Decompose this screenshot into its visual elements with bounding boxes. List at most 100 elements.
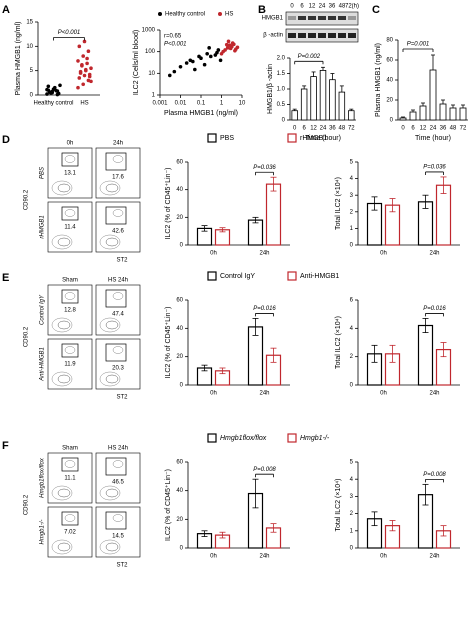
blot-band: [288, 33, 296, 38]
x-tick-label: 0: [401, 126, 405, 132]
point: [232, 42, 236, 47]
y-tick-label: 40: [386, 78, 393, 84]
legend-swatch: [207, 271, 217, 281]
flow-gate: [61, 206, 79, 221]
flow-plot: [47, 201, 93, 253]
point: [193, 67, 197, 72]
flow-gate: [105, 289, 127, 308]
panel-letter: A: [2, 4, 10, 16]
bar: [310, 76, 317, 121]
flow-gate: [105, 206, 127, 225]
bar: [417, 324, 434, 386]
flow-column: 24h: [113, 141, 123, 147]
flow-plot: [47, 452, 93, 504]
flow-cloud: [112, 155, 124, 163]
bar: [435, 184, 452, 246]
flow-gate-value: 17.6: [112, 175, 124, 181]
y-tick-label: 60: [386, 58, 393, 64]
bar: [338, 91, 346, 121]
x-tick-label: 6: [411, 126, 415, 132]
point: [167, 73, 172, 78]
flow-column: Sham: [62, 278, 78, 284]
flow-cloud: [105, 374, 119, 384]
legend-label: rHMGB1: [300, 135, 327, 142]
point: [228, 46, 233, 51]
x-tick-label: 0h: [210, 391, 217, 397]
flow-plot: [47, 338, 93, 390]
flow-cloud: [64, 209, 76, 217]
blot-band: [298, 16, 306, 20]
x-tick-label: 6: [302, 126, 306, 132]
p-value: P=0.016: [253, 306, 276, 312]
y-tick-label: 0: [350, 546, 354, 552]
y-axis-label: Total ILC2 (×10⁴): [335, 316, 342, 369]
y-tick-label: 20: [176, 215, 183, 221]
legend-swatch: [287, 133, 297, 143]
dot: [46, 84, 51, 89]
flow-gate: [61, 289, 79, 304]
flow-cloud: [105, 320, 119, 330]
flow-gate: [61, 457, 79, 472]
p-value: P=0.001: [407, 42, 430, 48]
blot-time: 6: [300, 4, 304, 10]
y-tick-label: 0: [282, 118, 286, 124]
legend-swatch: [207, 133, 217, 143]
y-axis-label: HMGB1/β -actin: [267, 64, 274, 114]
dot: [55, 92, 60, 97]
point: [215, 50, 219, 55]
y-axis-label: ILC2 (Cells/ml blood): [133, 30, 140, 95]
flow-y-axis: CD90.2: [24, 189, 30, 210]
bar: [409, 111, 417, 121]
flow-plot: [95, 201, 141, 253]
flow-cloud: [57, 542, 71, 552]
dot: [53, 85, 57, 90]
point: [216, 48, 221, 52]
flow-cloud: [99, 371, 121, 387]
flow-cloud: [51, 371, 73, 387]
blot-band: [328, 16, 336, 20]
flow-cloud: [99, 539, 121, 555]
x-tick-label: 24h: [259, 554, 269, 560]
x-tick-label: 0h: [380, 391, 387, 397]
y-tick-label: 40: [176, 326, 183, 332]
flow-column: HS 24h: [108, 278, 128, 284]
flow-cloud: [64, 514, 76, 522]
legend-label: Anti-HMGB1: [300, 273, 339, 280]
dot: [85, 61, 89, 66]
point: [233, 48, 237, 53]
flow-gate-value: 42.6: [112, 229, 124, 235]
dot: [81, 54, 85, 58]
point: [202, 62, 207, 67]
x-tick-label: 10: [239, 101, 246, 107]
blot-band: [338, 33, 346, 38]
flow-column: HS 24h: [108, 446, 128, 452]
y-axis-label: ILC2 (% of CD45⁺Lin⁻): [165, 168, 172, 240]
y-tick-label: 40: [176, 187, 183, 193]
y-tick-label: 1.0: [277, 87, 286, 93]
flow-cloud: [99, 180, 121, 196]
p-value: P=0.036: [253, 165, 276, 171]
flow-gate: [105, 343, 127, 362]
p-value: P=0.008: [253, 467, 276, 473]
dot: [86, 49, 91, 53]
x-tick-label: 12: [310, 126, 317, 132]
blot-time: 36: [329, 4, 336, 10]
y-tick-label: 2: [350, 209, 354, 215]
legend-swatch: [218, 12, 222, 16]
flow-cloud: [64, 292, 76, 300]
x-tick-label: 24h: [429, 554, 439, 560]
flow-plot: [95, 284, 141, 336]
y-tick-label: 2: [350, 511, 354, 517]
flow-row: PBS: [40, 167, 46, 179]
y-tick-label: 1000: [142, 28, 156, 34]
flow-gate: [61, 152, 79, 167]
dot: [50, 89, 54, 94]
x-tick-label: 36: [440, 126, 447, 132]
point: [221, 49, 225, 54]
point: [199, 56, 203, 60]
x-tick-label: HS: [80, 101, 88, 107]
legend-label: Healthy control: [165, 12, 205, 18]
flow-cloud: [64, 460, 76, 468]
bar: [439, 103, 447, 121]
dot: [77, 76, 82, 80]
